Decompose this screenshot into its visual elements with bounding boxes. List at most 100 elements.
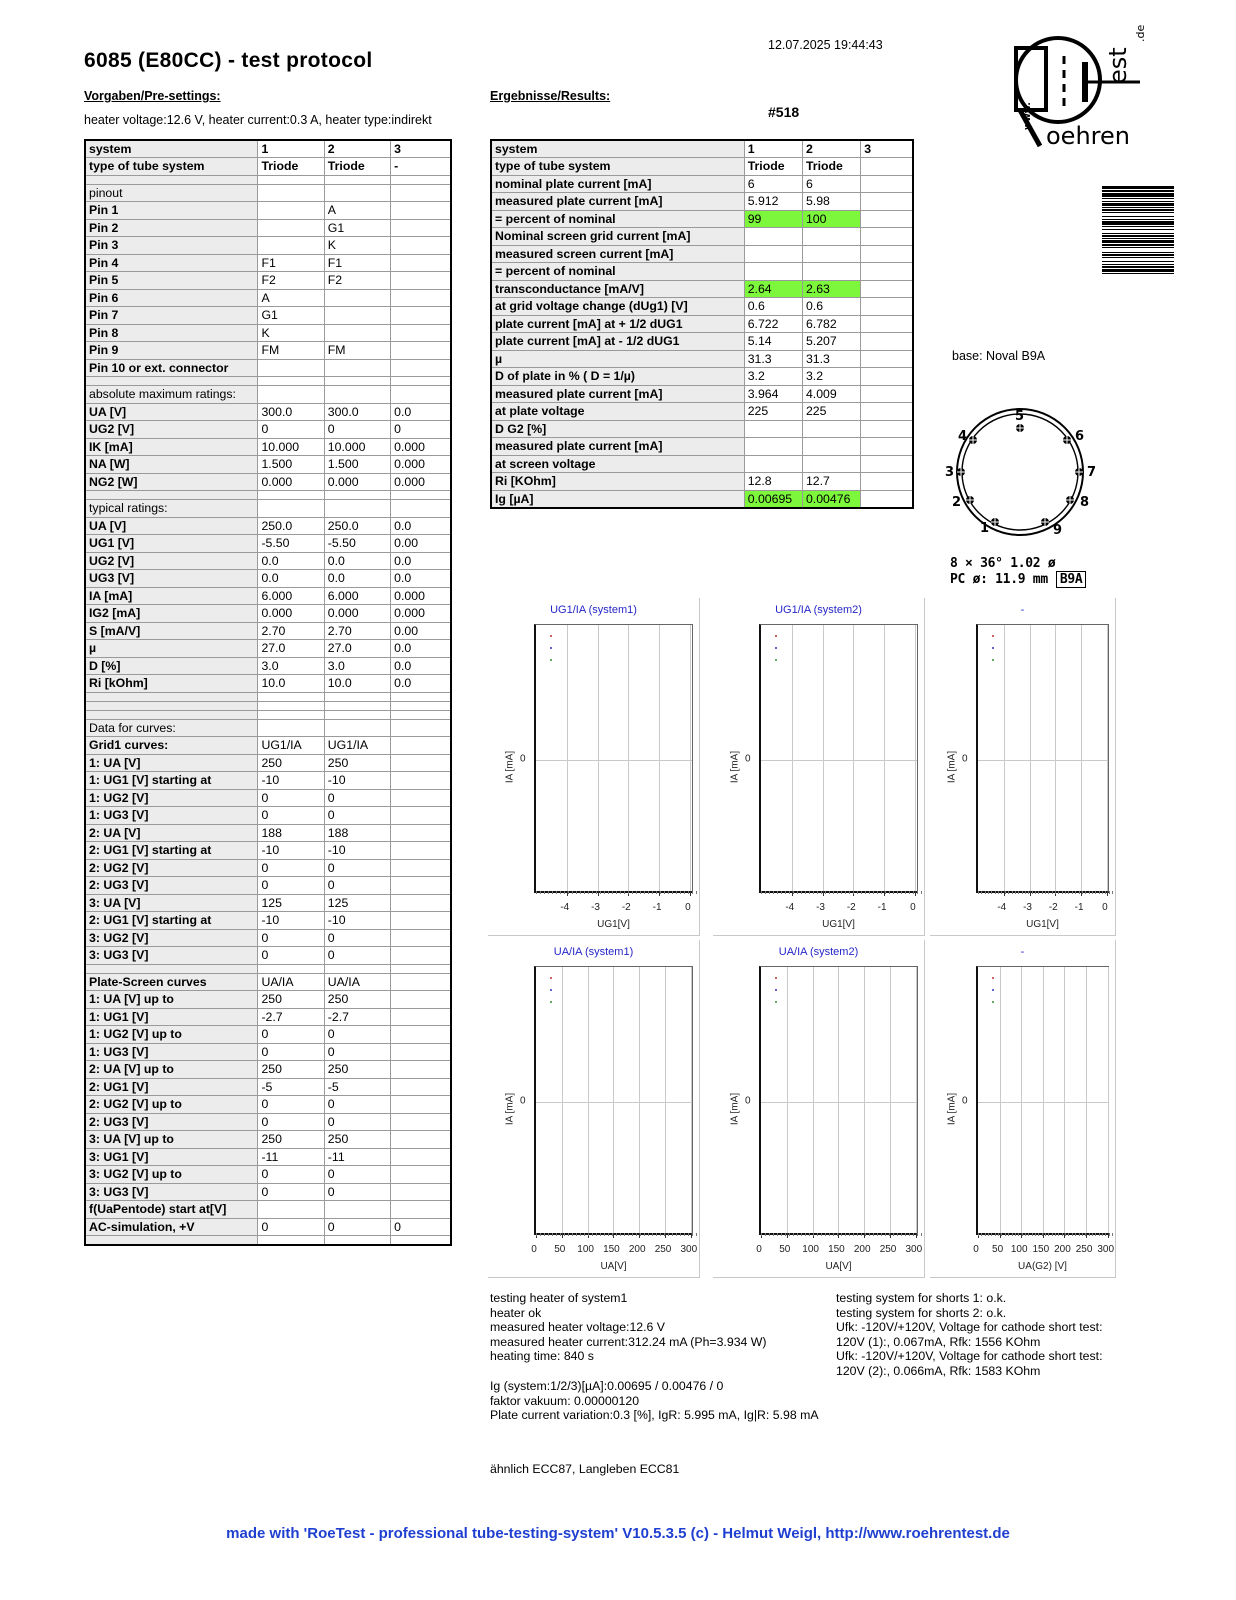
cell-system-3	[390, 288, 452, 307]
chart-x-tick-label: 300	[1097, 1244, 1115, 1255]
table-row: UG3 [V] 0.0 0.0 0.0	[84, 569, 452, 588]
chart-x-minor-tick	[620, 1233, 621, 1236]
chart-x-minor-tick	[1055, 1233, 1057, 1236]
chart-y-axis-title: IA [mA]	[729, 1092, 741, 1125]
cell-system-2: 125	[323, 893, 392, 912]
chart-x-minor-tick	[1014, 891, 1016, 894]
table-row: Ri [kOhm] 10.0 10.0 0.0	[84, 674, 452, 693]
cell-system-2	[323, 709, 392, 720]
chart-x-minor-tick	[805, 1233, 806, 1236]
chart-x-minor-tick	[684, 891, 685, 894]
chart-x-minor-tick	[877, 891, 878, 894]
chart-x-minor-tick	[1024, 1233, 1026, 1236]
chart-x-minor-tick	[1105, 1233, 1107, 1236]
cell-system-3	[390, 385, 452, 404]
cell-system-3: 0.0	[390, 569, 452, 588]
table-row: pinout	[84, 183, 452, 202]
chart-x-minor-tick	[680, 891, 681, 894]
chart-legend-dot	[775, 647, 777, 649]
chart-x-minor-tick	[897, 891, 898, 894]
barcode-bar	[1102, 235, 1174, 237]
chart-x-minor-tick	[632, 1233, 633, 1236]
cell-system-3	[390, 174, 452, 185]
chart-x-minor-tick	[1071, 1233, 1073, 1236]
row-label	[84, 709, 259, 720]
cell-system-3	[390, 201, 452, 220]
row-label: D G2 [%]	[490, 419, 745, 438]
barcode-bar	[1102, 193, 1174, 197]
chart-legend-dot	[992, 659, 994, 661]
cell-system-1: 0	[257, 1025, 325, 1044]
cell-system-1: 0.00695	[743, 489, 803, 508]
cell-system-1: 31.3	[743, 349, 803, 368]
chart-x-minor-tick	[616, 891, 617, 894]
chart-x-minor-tick	[988, 1233, 990, 1236]
chart-x-minor-tick	[869, 891, 870, 894]
chart-x-tick	[1029, 891, 1031, 896]
cell-system-3	[860, 244, 914, 263]
socket-pin-label-7: 7	[1087, 465, 1096, 480]
chart-gridline	[864, 967, 866, 1233]
cell-system-3	[390, 1095, 452, 1114]
chart-y-tick-label: 0	[962, 1095, 968, 1107]
chart-x-minor-tick	[1008, 891, 1010, 894]
chart-x-tick	[884, 891, 886, 896]
cell-system-1: 0.000	[257, 472, 325, 491]
chart-x-minor-tick	[853, 1233, 854, 1236]
cell-system-1: 0	[257, 946, 325, 965]
chart-x-tick	[665, 1233, 667, 1238]
chart-y-tick-label: 0	[520, 1095, 526, 1107]
chart-x-minor-tick	[592, 891, 593, 894]
chart-x-minor-tick	[825, 891, 826, 894]
chart-x-minor-tick	[761, 1233, 762, 1236]
cell-system-3	[390, 253, 452, 272]
row-label: UG2 [V]	[84, 551, 259, 570]
cell-system-1: 0	[257, 1217, 325, 1236]
cell-system-1: 188	[257, 823, 325, 842]
table-row: plate current [mA] at - 1/2 dUG1 5.14 5.20…	[490, 332, 914, 351]
barcode	[1102, 186, 1174, 316]
cell-system-1: 5.912	[743, 192, 803, 211]
chart-x-minor-tick	[540, 891, 541, 894]
chart-x-minor-tick	[1091, 1233, 1093, 1236]
chart-x-minor-tick	[588, 1233, 589, 1236]
row-label: Pin 9	[84, 341, 259, 360]
table-row: type of tube system Triode Triode	[490, 157, 914, 176]
row-label: absolute maximum ratings:	[84, 385, 259, 404]
table-row: 2: UG3 [V] 0 0	[84, 1112, 452, 1131]
chart-plot-area	[759, 624, 922, 896]
chart-x-tick-label: 150	[603, 1244, 620, 1255]
table-row: 3: UA [V] up to 250 250	[84, 1130, 452, 1149]
table-row: UA [V] 250.0 250.0 0.0	[84, 516, 452, 535]
chart-gridline	[1107, 967, 1109, 1233]
roetest-logo-icon: www. oehren est .de	[1014, 25, 1147, 147]
chart-gridline	[838, 967, 840, 1233]
chart-x-minor-tick	[604, 1233, 605, 1236]
chart-ua-ia-system2: UA/IA (system2) IA [mA] UA[V] 0 50 100 150 200 2…	[713, 940, 925, 1278]
barcode-bar	[1102, 238, 1174, 239]
cell-system-1: 5.14	[743, 332, 803, 351]
chart-x-minor-tick	[909, 891, 910, 894]
chart-x-minor-tick	[813, 891, 814, 894]
chart-x-minor-tick	[978, 1233, 979, 1236]
row-label: UG2 [V]	[84, 420, 259, 439]
cell-system-2: 250	[323, 1060, 392, 1079]
cell-system-3	[390, 323, 452, 342]
cell-system-2	[323, 490, 392, 500]
chart-x-minor-tick	[991, 891, 993, 894]
cell-system-1: 10.000	[257, 437, 325, 456]
table-row: 1: UG3 [V] 0 0	[84, 1042, 452, 1061]
row-label: Pin 5	[84, 271, 259, 290]
cell-system-3	[860, 349, 914, 368]
cell-system-1	[257, 1200, 325, 1219]
row-label: NG2 [W]	[84, 472, 259, 491]
chart-x-minor-tick	[889, 1233, 890, 1236]
cell-system-2: 27.0	[323, 639, 392, 658]
cell-system-2	[323, 700, 392, 711]
cell-system-1: -2.7	[257, 1007, 325, 1026]
row-label: plate current [mA] at - 1/2 dUG1	[490, 332, 745, 351]
chart-x-minor-tick	[600, 1233, 601, 1236]
cell-system-1: -5	[257, 1077, 325, 1096]
chart-x-tick-label: -3	[1023, 902, 1032, 913]
table-row: 3: UG3 [V] 0 0	[84, 1182, 452, 1201]
